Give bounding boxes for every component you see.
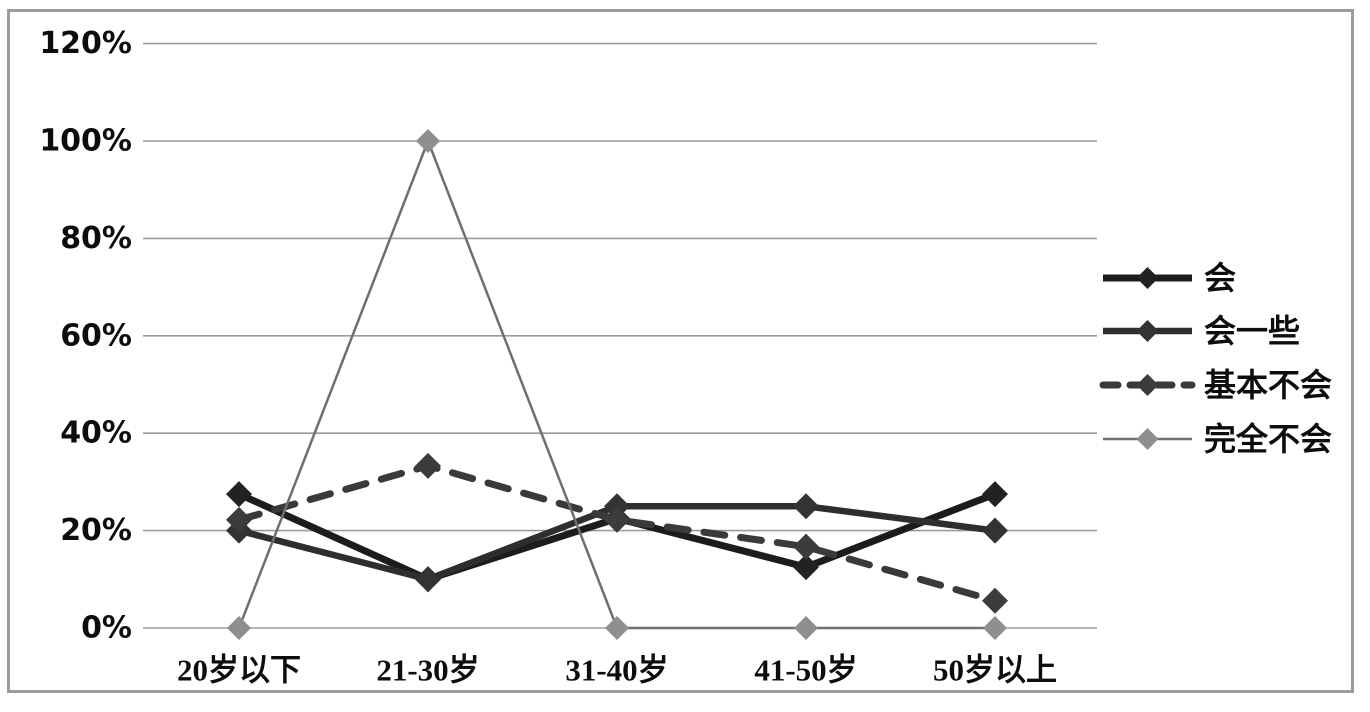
series-marker-2 [793, 533, 819, 560]
y-axis-tick-label: 40% [60, 416, 132, 451]
series-marker-3 [416, 129, 440, 153]
legend-label: 基本不会 [1204, 367, 1332, 403]
series-marker-2 [226, 506, 252, 533]
legend-label: 会 [1204, 260, 1236, 296]
series-marker-2 [604, 506, 630, 533]
series-marker-1 [793, 493, 819, 520]
y-axis-tick-label: 60% [60, 318, 132, 353]
legend-marker [1136, 320, 1159, 342]
y-axis-tick-label: 0% [81, 611, 132, 646]
series-marker-2 [982, 587, 1008, 614]
legend-marker [1136, 428, 1159, 450]
x-axis-category-label: 50岁以上 [933, 653, 1057, 688]
y-axis-tick-label: 100% [39, 124, 132, 159]
series-marker-3 [983, 616, 1007, 640]
series-marker-1 [604, 493, 630, 520]
y-axis-tick-label: 20% [60, 513, 132, 548]
y-axis-tick-label: 120% [39, 26, 132, 61]
series-marker-1 [982, 517, 1008, 544]
legend-label: 完全不会 [1204, 421, 1332, 457]
series-marker-0 [982, 481, 1008, 508]
x-axis-category-label: 41-50岁 [754, 653, 857, 688]
series-marker-0 [226, 481, 252, 508]
series-marker-3 [605, 616, 629, 640]
y-axis-tick-label: 80% [60, 221, 132, 256]
legend-marker [1136, 374, 1159, 396]
series-line-2 [235, 462, 999, 605]
chart-frame [7, 9, 1354, 693]
series-marker-1 [415, 566, 441, 593]
series-marker-0 [793, 554, 819, 581]
legend-marker [1136, 267, 1159, 289]
series-marker-2 [415, 452, 441, 479]
series-marker-3 [227, 616, 251, 640]
x-axis-category-label: 20岁以下 [177, 653, 301, 688]
series-marker-3 [794, 616, 818, 640]
legend-label: 会一些 [1204, 313, 1300, 349]
x-axis-category-label: 21-30岁 [376, 653, 479, 688]
x-axis-category-label: 31-40岁 [565, 653, 668, 688]
series-line-3 [237, 137, 995, 630]
